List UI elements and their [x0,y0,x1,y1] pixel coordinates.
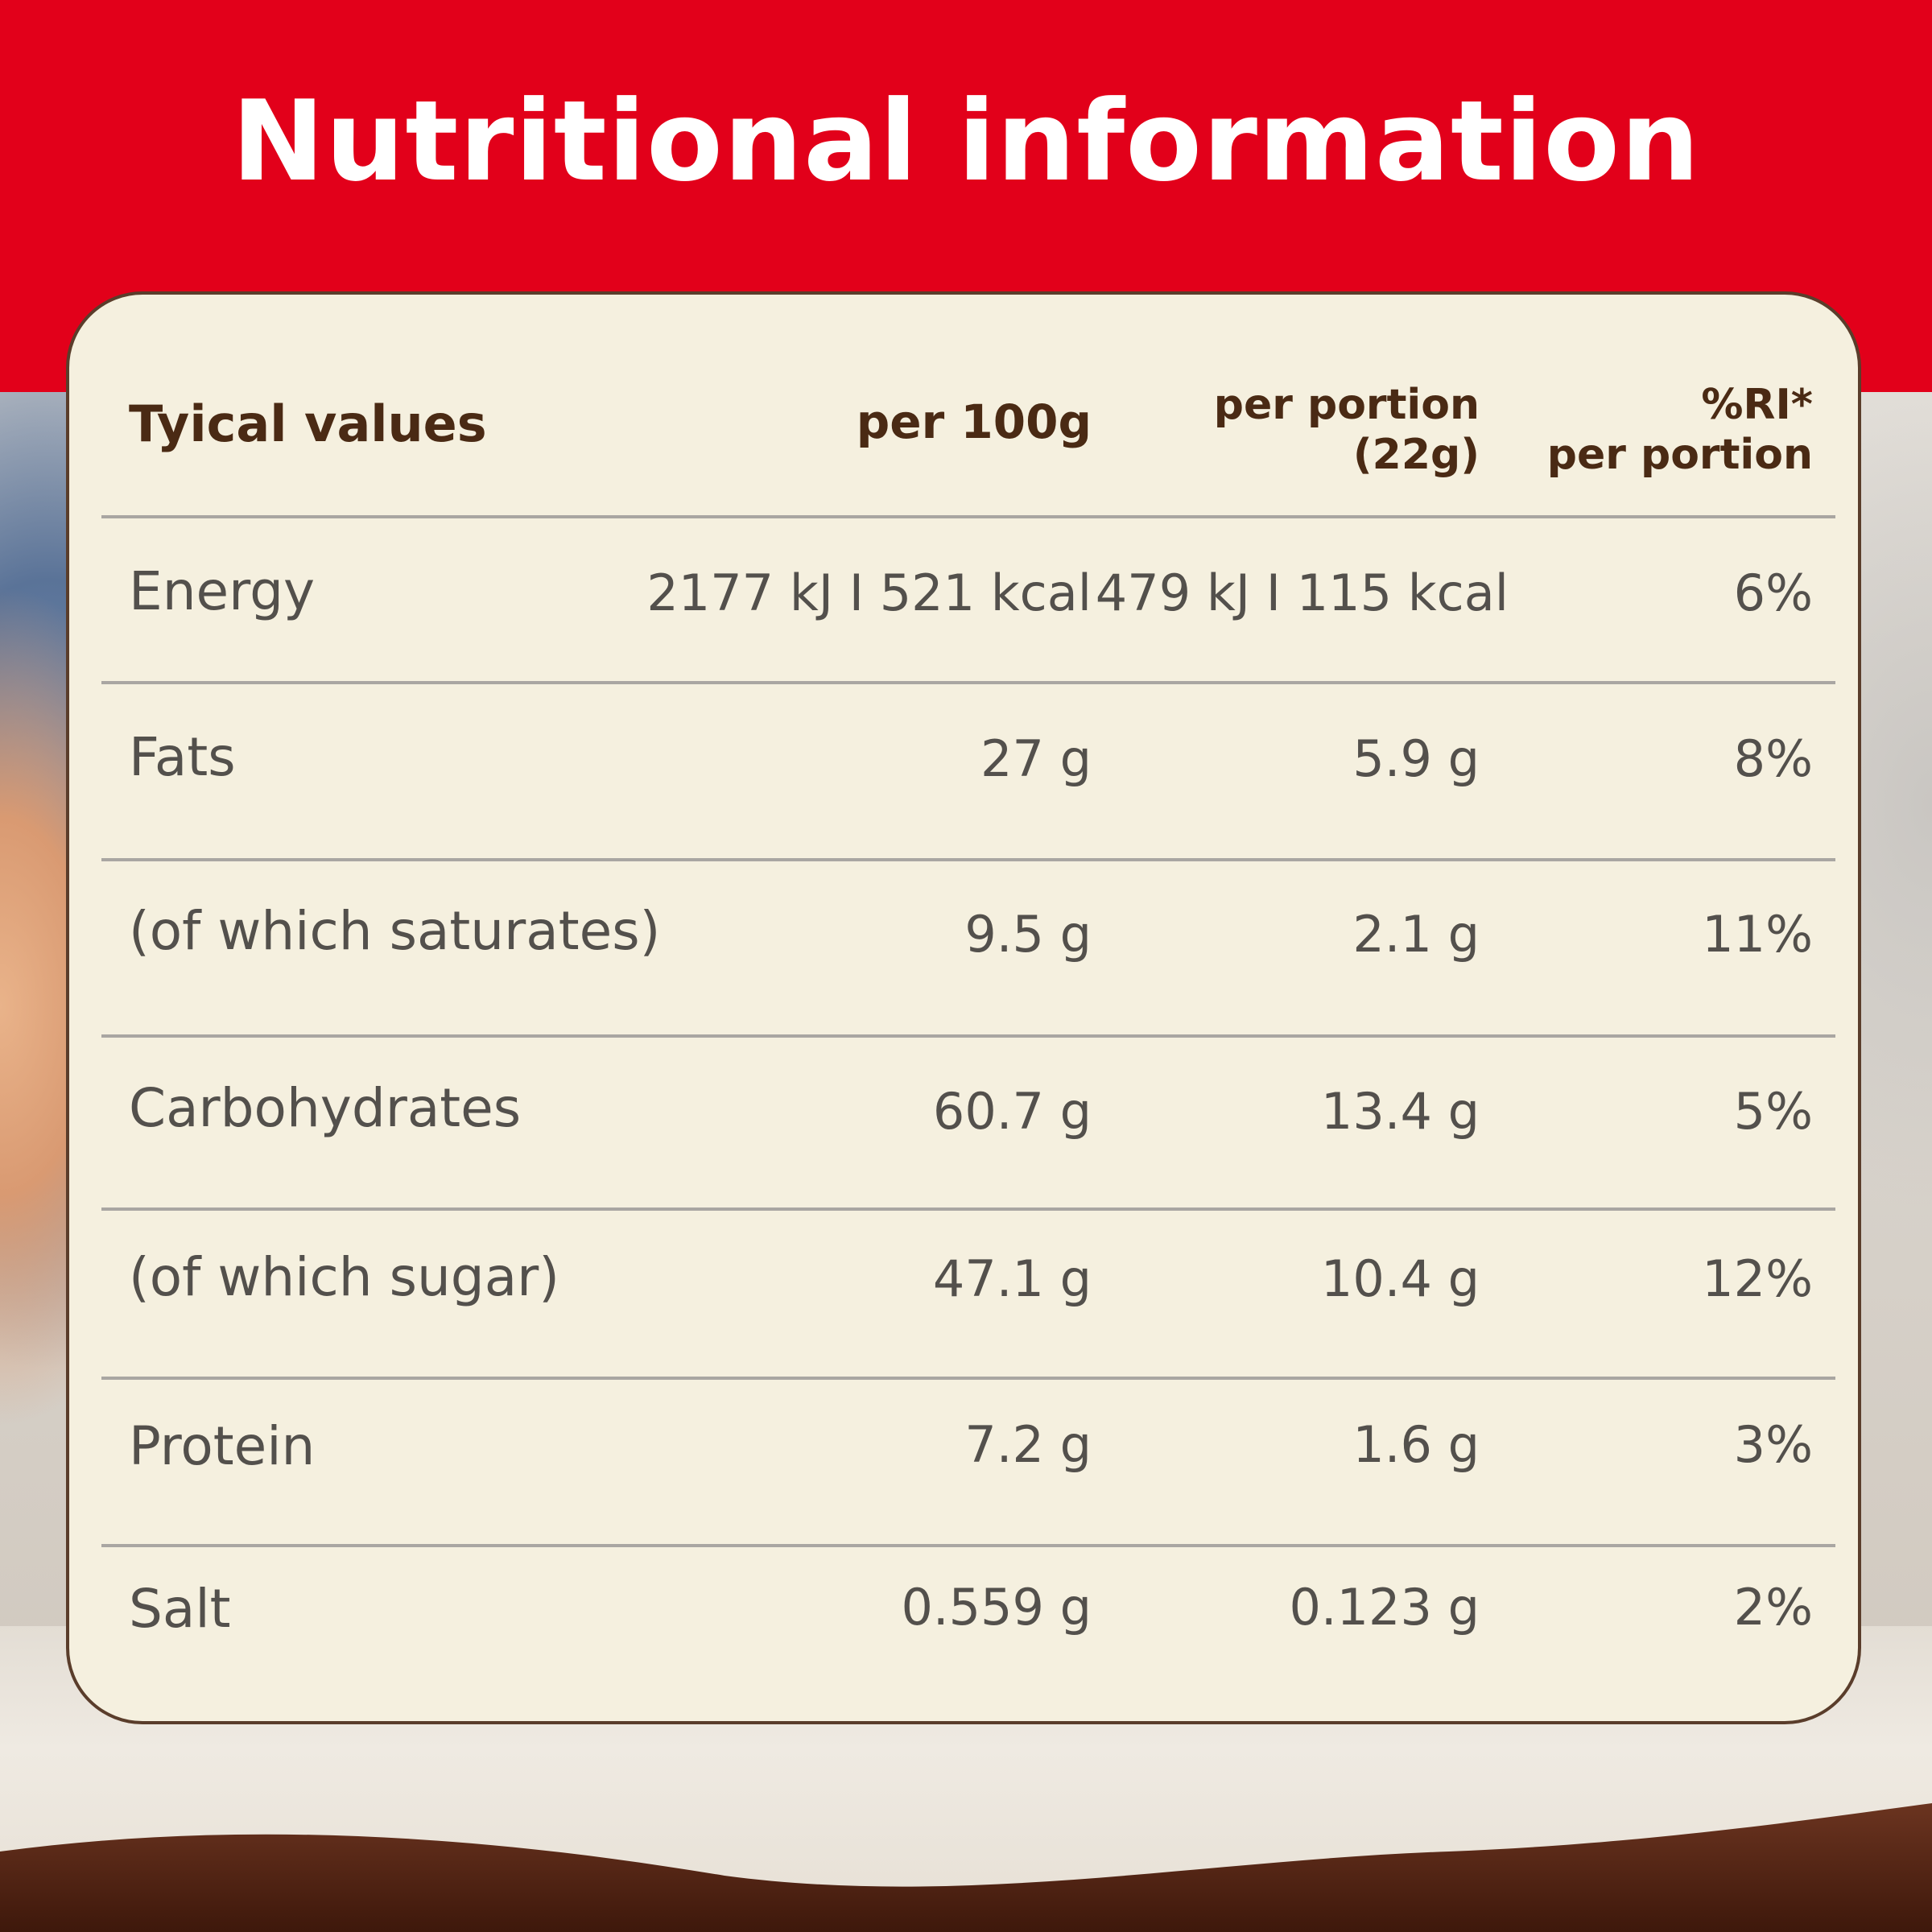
table-row: Carbohydrates 60.7 g 13.4 g 5% [101,1077,1835,1158]
page-title: Nutritional information [231,76,1701,206]
table-row: Protein 7.2 g 1.6 g 3% [101,1415,1835,1496]
row-ri: 6% [1733,564,1813,622]
row-per-portion: 1.6 g [1352,1415,1480,1474]
divider [101,515,1835,518]
divider [101,1208,1835,1211]
header-ri-line1: %RI* [1701,381,1813,429]
row-per-portion: 10.4 g [1320,1249,1480,1308]
header-ri: %RI* per portion [1547,380,1813,480]
row-label: Energy [129,560,316,622]
row-ri: 8% [1733,729,1813,788]
row-per-100g: 2177 kJ I 521 kcal [646,564,1092,622]
row-ri: 3% [1733,1415,1813,1474]
table-row: Salt 0.559 g 0.123 g 2% [101,1578,1835,1658]
row-ri: 2% [1733,1578,1813,1637]
row-per-100g: 0.559 g [901,1578,1092,1637]
row-per-100g: 9.5 g [964,905,1092,964]
row-ri: 11% [1702,905,1813,964]
row-ri: 12% [1702,1249,1813,1308]
row-label: Protein [129,1415,316,1477]
row-per-100g: 47.1 g [932,1249,1092,1308]
row-ri: 5% [1733,1082,1813,1141]
table-header-row: Tyical values per 100g per portion (22g)… [101,375,1835,496]
row-label: Fats [129,726,236,788]
header-per-portion-line2: (22g) [1352,431,1480,479]
row-per-100g: 60.7 g [932,1082,1092,1141]
row-per-100g: 27 g [980,729,1092,788]
table-row: (of which sugar) 47.1 g 10.4 g 12% [101,1246,1835,1327]
row-per-portion: 13.4 g [1320,1082,1480,1141]
row-label: Salt [129,1578,231,1640]
chocolate-wave [0,1803,1932,1932]
nutrition-table-card: Tyical values per 100g per portion (22g)… [66,291,1861,1724]
divider [101,1377,1835,1380]
header-ri-line2: per portion [1546,431,1813,479]
header-per-100g: per 100g [856,394,1092,449]
row-label: (of which saturates) [129,900,661,962]
row-per-portion: 5.9 g [1352,729,1480,788]
header-per-portion: per portion (22g) [1214,380,1480,480]
table-row: Energy 2177 kJ I 521 kcal 479 kJ I 115 k… [101,560,1835,641]
row-label: (of which sugar) [129,1246,560,1308]
header-per-portion-line1: per portion [1213,381,1480,429]
row-per-portion: 2.1 g [1352,905,1480,964]
row-per-portion: 479 kJ I 115 kcal [1095,564,1509,622]
row-per-100g: 7.2 g [964,1415,1092,1474]
divider [101,681,1835,684]
divider [101,1544,1835,1547]
row-per-portion: 0.123 g [1289,1578,1480,1637]
header-typical-values: Tyical values [129,394,487,453]
table-row: Fats 27 g 5.9 g 8% [101,726,1835,807]
divider [101,1034,1835,1038]
row-label: Carbohydrates [129,1077,522,1139]
divider [101,858,1835,861]
table-row: (of which saturates) 9.5 g 2.1 g 11% [101,900,1835,980]
